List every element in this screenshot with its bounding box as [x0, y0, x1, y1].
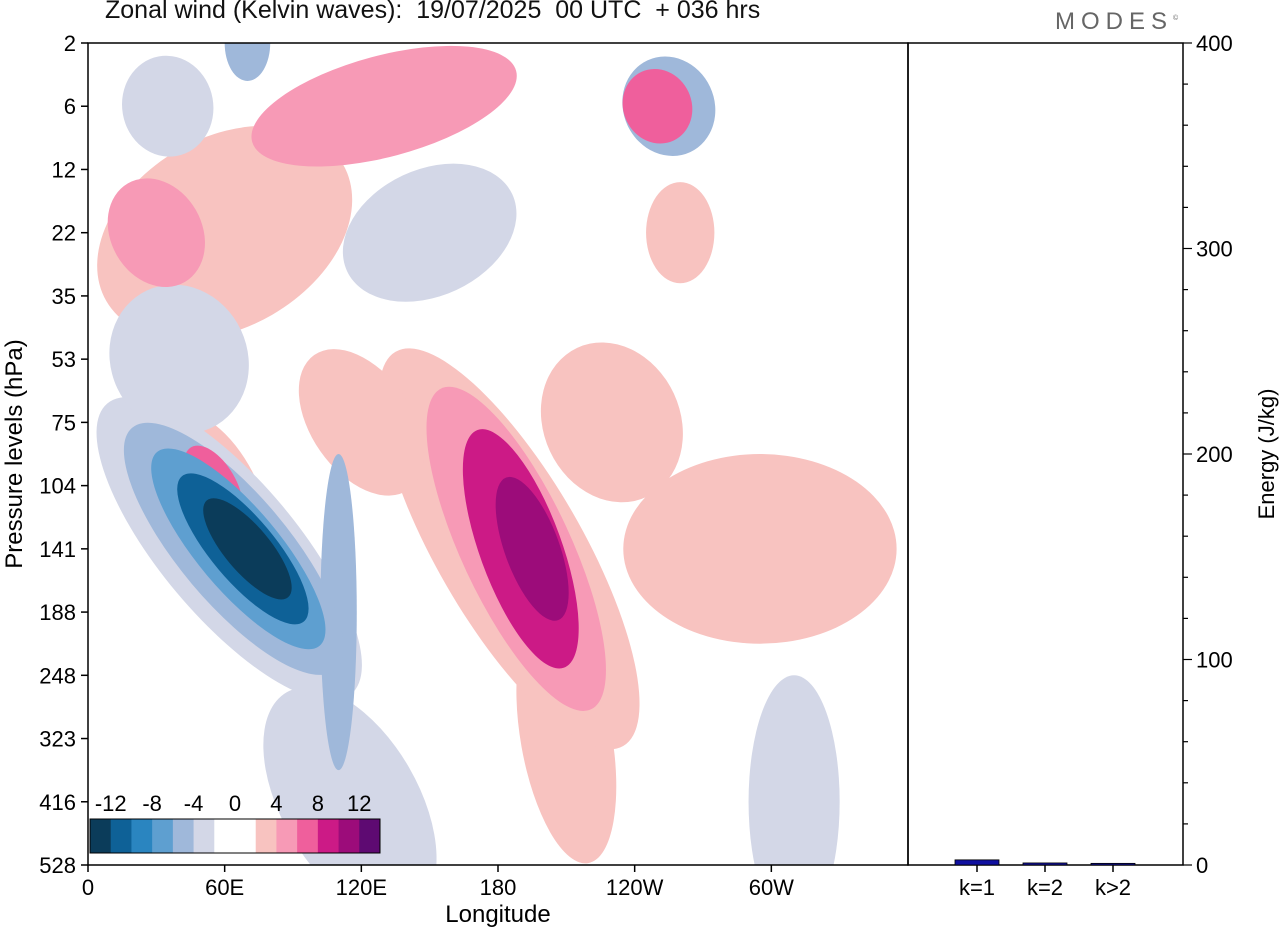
y-tick-label-248: 248 [39, 663, 76, 688]
x-tick-label-120E: 120E [336, 875, 387, 900]
contour-patch-11 [109, 284, 249, 434]
contour-patch-7 [540, 342, 683, 503]
colorbar-swatch-6 [214, 819, 236, 853]
contour-patch-12 [107, 178, 205, 287]
y-tick-label-188: 188 [39, 600, 76, 625]
colorbar-label-3: 0 [229, 791, 241, 816]
colorbar-label-0: -12 [95, 791, 127, 816]
x-tick-label-60E: 60E [205, 875, 244, 900]
energy-tick-label-400: 400 [1196, 31, 1233, 56]
brand-mark: © [1173, 15, 1179, 22]
y-axis-label: Pressure levels (hPa) [1, 339, 28, 568]
brand-text: MODES [1055, 8, 1174, 35]
chart-title: Zonal wind (Kelvin waves): 19/07/2025 00… [105, 0, 761, 24]
y-tick-label-12: 12 [52, 157, 76, 182]
x-tick-label-60W: 60W [749, 875, 794, 900]
contour-patch-13 [342, 163, 517, 302]
y-tick-label-75: 75 [52, 410, 76, 435]
colorbar-label-6: 12 [347, 791, 371, 816]
energy-bars: k=1 k=2 k>2 [954, 859, 1136, 900]
y-tick-label-141: 141 [39, 537, 76, 562]
energy-tick-label-100: 100 [1196, 648, 1233, 673]
energy-tick-label-0: 0 [1196, 853, 1208, 878]
colorbar-swatch-12 [338, 819, 360, 853]
colorbar-swatch-9 [276, 819, 298, 853]
contour-patch-22 [622, 68, 693, 144]
energy-tick-label-300: 300 [1196, 237, 1233, 262]
y-tick-label-416: 416 [39, 790, 76, 815]
energy-axis-label: Energy (J/kg) [1254, 389, 1279, 520]
colorbar: -12 -8 -4 0 4 8 12 [89, 791, 381, 854]
y-tick-label-53: 53 [52, 347, 76, 372]
colorbar-swatch-11 [317, 819, 340, 853]
y-tick-label-528: 528 [39, 853, 76, 878]
energy-category-1: k=2 [1027, 875, 1063, 900]
colorbar-frame [89, 818, 381, 854]
energy-panel-frame [907, 42, 1184, 866]
contour-patch-1 [623, 453, 897, 644]
contour-patch-26 [495, 476, 569, 621]
colorbar-swatch-1 [110, 819, 132, 853]
contour-patch-14 [251, 45, 517, 167]
colorbar-swatch-10 [297, 819, 319, 853]
energy-tick-label-200: 200 [1196, 442, 1233, 467]
colorbar-swatch-3 [152, 819, 174, 853]
colorbar-swatch-7 [235, 819, 257, 853]
brand-logo: MODES© [1055, 8, 1178, 36]
contour-layer [96, 43, 897, 865]
x-tick-label-0: 0 [82, 875, 94, 900]
contour-patch-19 [224, 43, 271, 81]
y-tick-label-104: 104 [39, 474, 76, 499]
colorbar-swatch-2 [131, 819, 153, 853]
energy-bar-1 [1022, 862, 1068, 866]
colorbar-label-5: 8 [312, 791, 324, 816]
y-tick-label-6: 6 [64, 94, 76, 119]
energy-bar-2 [1090, 862, 1136, 866]
pressure-axis: 2 6 12 22 35 53 75 104 141 188 248 323 416 528 [39, 31, 88, 878]
contour-patch-16 [320, 454, 357, 771]
colorbar-swatch-13 [359, 819, 381, 853]
contour-patch-2 [748, 675, 840, 865]
colorbar-swatch-5 [193, 819, 215, 853]
contour-patch-6 [298, 349, 424, 496]
x-tick-label-180: 180 [480, 875, 517, 900]
energy-axis: 0 100 200 300 400 [1183, 31, 1233, 878]
contour-patch-9 [646, 182, 715, 284]
y-tick-label-323: 323 [39, 727, 76, 752]
longitude-axis: 0 60E 120E 180 120W 60W [82, 865, 794, 900]
y-tick-label-22: 22 [52, 221, 76, 246]
contour-patch-27 [203, 498, 292, 600]
x-axis-label: Longitude [445, 901, 550, 928]
colorbar-swatch-8 [255, 819, 277, 853]
energy-bar-0 [954, 859, 1000, 866]
contour-patch-4 [263, 687, 437, 865]
colorbar-swatch-4 [172, 819, 195, 853]
y-tick-label-35: 35 [52, 284, 76, 309]
colorbar-label-2: -4 [184, 791, 204, 816]
colorbar-swatch-0 [90, 819, 112, 853]
y-tick-label-2: 2 [64, 31, 76, 56]
x-tick-label-120W: 120W [606, 875, 664, 900]
colorbar-label-1: -8 [142, 791, 162, 816]
energy-category-0: k=1 [959, 875, 995, 900]
contour-patch-15 [122, 55, 214, 157]
colorbar-label-4: 4 [270, 791, 282, 816]
energy-category-2: k>2 [1095, 875, 1131, 900]
